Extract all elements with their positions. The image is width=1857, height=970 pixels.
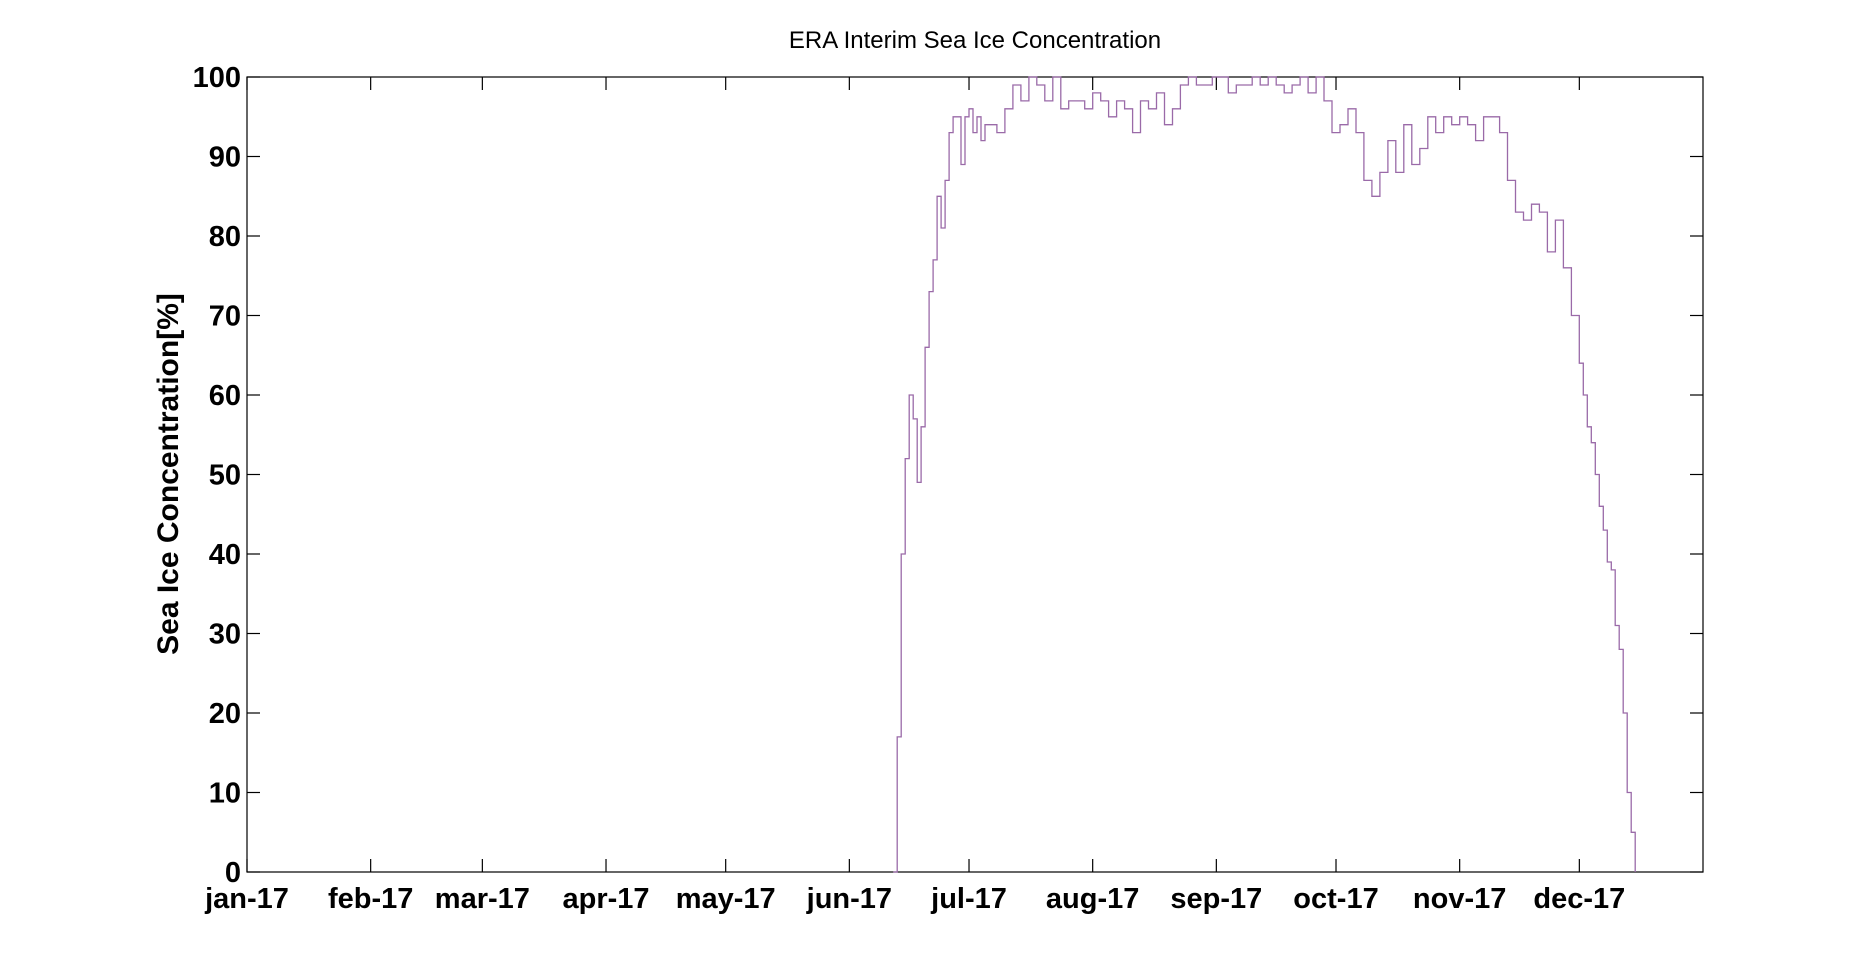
x-tick-label: jun-17 <box>806 883 892 915</box>
y-axis: 0 10 20 30 40 50 60 70 80 90 100 <box>193 62 1703 889</box>
x-axis: jan-17 feb-17 mar-17 apr-17 may-17 jun-17 jul-… <box>204 77 1625 915</box>
plot-area <box>246 76 1704 873</box>
y-tick-label: 80 <box>209 221 241 253</box>
x-tick-label: feb-17 <box>328 883 413 915</box>
y-tick-label: 20 <box>209 698 241 730</box>
y-tick-label: 40 <box>209 539 241 571</box>
x-tick-label: jul-17 <box>930 883 1007 915</box>
y-tick-label: 30 <box>209 619 241 651</box>
x-tick-label: apr-17 <box>562 883 649 915</box>
x-tick-label: oct-17 <box>1293 883 1378 915</box>
y-tick-label: 100 <box>193 62 241 94</box>
x-tick-label: aug-17 <box>1046 883 1139 915</box>
y-tick-label: 10 <box>209 778 241 810</box>
x-tick-label: sep-17 <box>1170 883 1262 915</box>
x-tick-label: dec-17 <box>1533 883 1625 915</box>
x-tick-label: mar-17 <box>435 883 530 915</box>
y-tick-label: 70 <box>209 301 241 333</box>
x-tick-label: jan-17 <box>204 883 289 915</box>
y-tick-label: 50 <box>209 460 241 492</box>
series-layer <box>893 76 1636 873</box>
y-axis-label: Sea Ice Concentration[%] <box>152 293 185 655</box>
x-tick-label: may-17 <box>676 883 776 915</box>
y-tick-label: 60 <box>209 380 241 412</box>
y-tick-label: 0 <box>225 857 241 889</box>
x-tick-label: nov-17 <box>1413 883 1506 915</box>
series-line <box>893 76 1636 873</box>
y-tick-label: 90 <box>209 142 241 174</box>
chart-title: ERA Interim Sea Ice Concentration <box>789 27 1161 54</box>
